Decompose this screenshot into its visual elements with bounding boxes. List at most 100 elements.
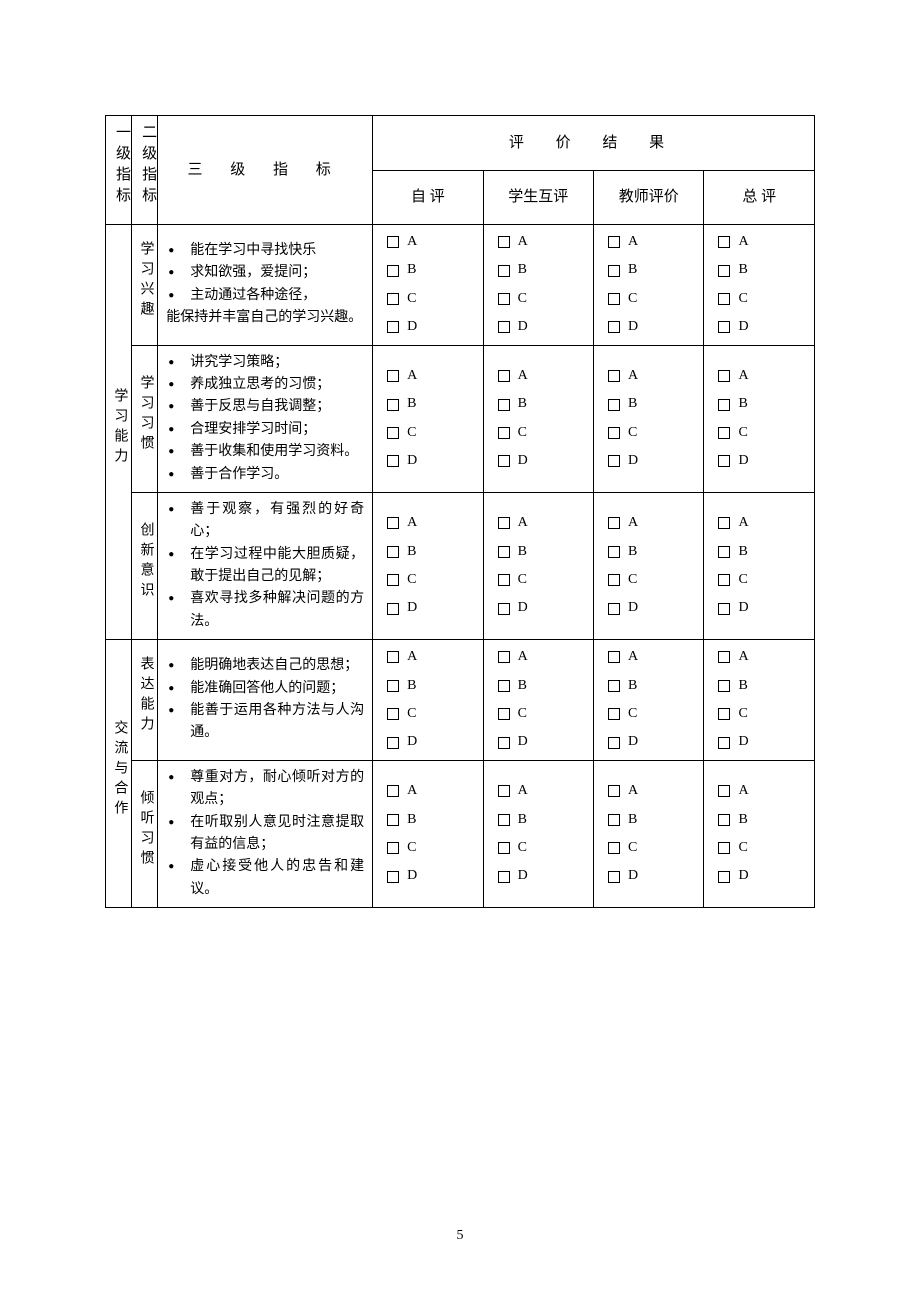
checkbox-icon[interactable] bbox=[498, 546, 510, 558]
choice-option-c[interactable]: C bbox=[387, 288, 474, 310]
choice-option-c[interactable]: C bbox=[608, 837, 695, 859]
checkbox-icon[interactable] bbox=[387, 455, 399, 467]
checkbox-icon[interactable] bbox=[608, 321, 620, 333]
checkbox-icon[interactable] bbox=[608, 236, 620, 248]
choice-option-a[interactable]: A bbox=[718, 646, 806, 668]
checkbox-icon[interactable] bbox=[387, 321, 399, 333]
choice-option-a[interactable]: A bbox=[387, 646, 474, 668]
checkbox-icon[interactable] bbox=[387, 814, 399, 826]
checkbox-icon[interactable] bbox=[608, 737, 620, 749]
checkbox-icon[interactable] bbox=[387, 236, 399, 248]
checkbox-icon[interactable] bbox=[608, 293, 620, 305]
checkbox-icon[interactable] bbox=[498, 236, 510, 248]
choice-option-b[interactable]: B bbox=[608, 541, 695, 563]
checkbox-icon[interactable] bbox=[608, 370, 620, 382]
choice-option-c[interactable]: C bbox=[608, 422, 695, 444]
choice-option-b[interactable]: B bbox=[387, 541, 474, 563]
checkbox-icon[interactable] bbox=[718, 737, 730, 749]
checkbox-icon[interactable] bbox=[498, 651, 510, 663]
choice-option-b[interactable]: B bbox=[498, 809, 585, 831]
choice-option-a[interactable]: A bbox=[718, 365, 806, 387]
checkbox-icon[interactable] bbox=[387, 680, 399, 692]
checkbox-icon[interactable] bbox=[387, 871, 399, 883]
choice-option-c[interactable]: C bbox=[498, 288, 585, 310]
choice-option-d[interactable]: D bbox=[718, 597, 806, 619]
checkbox-icon[interactable] bbox=[387, 265, 399, 277]
checkbox-icon[interactable] bbox=[498, 455, 510, 467]
checkbox-icon[interactable] bbox=[608, 399, 620, 411]
checkbox-icon[interactable] bbox=[718, 517, 730, 529]
checkbox-icon[interactable] bbox=[608, 680, 620, 692]
choice-option-c[interactable]: C bbox=[718, 422, 806, 444]
checkbox-icon[interactable] bbox=[498, 321, 510, 333]
checkbox-icon[interactable] bbox=[608, 603, 620, 615]
choice-option-d[interactable]: D bbox=[608, 597, 695, 619]
choice-option-b[interactable]: B bbox=[608, 393, 695, 415]
choice-option-c[interactable]: C bbox=[387, 569, 474, 591]
checkbox-icon[interactable] bbox=[498, 814, 510, 826]
choice-option-a[interactable]: A bbox=[387, 512, 474, 534]
checkbox-icon[interactable] bbox=[718, 842, 730, 854]
choice-option-a[interactable]: A bbox=[498, 646, 585, 668]
choice-option-d[interactable]: D bbox=[608, 316, 695, 338]
checkbox-icon[interactable] bbox=[498, 842, 510, 854]
checkbox-icon[interactable] bbox=[498, 680, 510, 692]
choice-option-d[interactable]: D bbox=[387, 450, 474, 472]
checkbox-icon[interactable] bbox=[718, 546, 730, 558]
choice-option-d[interactable]: D bbox=[387, 865, 474, 887]
checkbox-icon[interactable] bbox=[498, 603, 510, 615]
checkbox-icon[interactable] bbox=[387, 546, 399, 558]
checkbox-icon[interactable] bbox=[608, 455, 620, 467]
choice-option-c[interactable]: C bbox=[387, 422, 474, 444]
checkbox-icon[interactable] bbox=[718, 708, 730, 720]
checkbox-icon[interactable] bbox=[387, 651, 399, 663]
checkbox-icon[interactable] bbox=[498, 708, 510, 720]
choice-option-c[interactable]: C bbox=[718, 703, 806, 725]
checkbox-icon[interactable] bbox=[718, 651, 730, 663]
checkbox-icon[interactable] bbox=[387, 842, 399, 854]
choice-option-d[interactable]: D bbox=[387, 597, 474, 619]
checkbox-icon[interactable] bbox=[718, 399, 730, 411]
checkbox-icon[interactable] bbox=[498, 427, 510, 439]
choice-option-a[interactable]: A bbox=[387, 231, 474, 253]
checkbox-icon[interactable] bbox=[608, 546, 620, 558]
checkbox-icon[interactable] bbox=[498, 574, 510, 586]
choice-option-c[interactable]: C bbox=[718, 569, 806, 591]
checkbox-icon[interactable] bbox=[608, 517, 620, 529]
checkbox-icon[interactable] bbox=[718, 455, 730, 467]
checkbox-icon[interactable] bbox=[608, 651, 620, 663]
choice-option-d[interactable]: D bbox=[718, 450, 806, 472]
choice-option-b[interactable]: B bbox=[608, 809, 695, 831]
checkbox-icon[interactable] bbox=[608, 574, 620, 586]
choice-option-b[interactable]: B bbox=[608, 259, 695, 281]
choice-option-d[interactable]: D bbox=[608, 731, 695, 753]
checkbox-icon[interactable] bbox=[718, 603, 730, 615]
choice-option-b[interactable]: B bbox=[608, 675, 695, 697]
choice-option-c[interactable]: C bbox=[608, 288, 695, 310]
checkbox-icon[interactable] bbox=[608, 708, 620, 720]
choice-option-a[interactable]: A bbox=[498, 231, 585, 253]
choice-option-b[interactable]: B bbox=[498, 675, 585, 697]
choice-option-d[interactable]: D bbox=[387, 316, 474, 338]
choice-option-c[interactable]: C bbox=[498, 422, 585, 444]
checkbox-icon[interactable] bbox=[718, 427, 730, 439]
checkbox-icon[interactable] bbox=[387, 574, 399, 586]
choice-option-b[interactable]: B bbox=[718, 675, 806, 697]
choice-option-c[interactable]: C bbox=[387, 837, 474, 859]
choice-option-b[interactable]: B bbox=[498, 259, 585, 281]
choice-option-a[interactable]: A bbox=[718, 780, 806, 802]
choice-option-b[interactable]: B bbox=[498, 541, 585, 563]
choice-option-d[interactable]: D bbox=[387, 731, 474, 753]
choice-option-c[interactable]: C bbox=[498, 837, 585, 859]
checkbox-icon[interactable] bbox=[387, 370, 399, 382]
choice-option-c[interactable]: C bbox=[718, 837, 806, 859]
checkbox-icon[interactable] bbox=[387, 737, 399, 749]
choice-option-b[interactable]: B bbox=[387, 393, 474, 415]
choice-option-d[interactable]: D bbox=[498, 865, 585, 887]
choice-option-a[interactable]: A bbox=[608, 646, 695, 668]
checkbox-icon[interactable] bbox=[718, 871, 730, 883]
checkbox-icon[interactable] bbox=[387, 293, 399, 305]
checkbox-icon[interactable] bbox=[498, 517, 510, 529]
choice-option-b[interactable]: B bbox=[718, 541, 806, 563]
choice-option-b[interactable]: B bbox=[718, 259, 806, 281]
